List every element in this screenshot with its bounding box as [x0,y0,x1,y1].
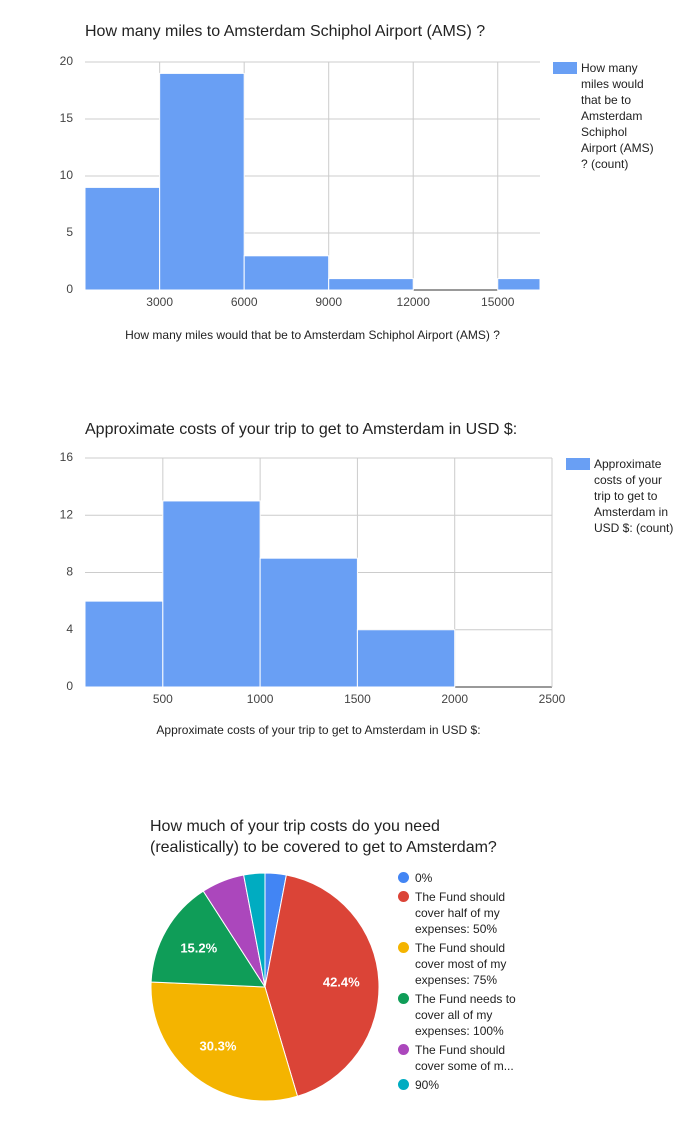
slice-label: 15.2% [180,940,217,955]
legend-item: The Fund should cover most of my expense… [398,940,523,988]
legend-item: How many miles would that be to Amsterda… [553,60,661,172]
legend: Approximate costs of your trip to get to… [566,456,676,539]
y-tick-label: 0 [66,282,73,296]
chart-title: How much of your trip costs do you need … [150,818,497,856]
y-tick-label: 0 [66,679,73,693]
legend-item: Approximate costs of your trip to get to… [566,456,676,536]
pie-slice [150,890,266,988]
legend-label: 0% [415,871,433,885]
legend-swatch [566,458,590,470]
y-tick-label: 20 [60,54,74,68]
legend-item: The Fund should cover half of my expense… [398,889,523,937]
x-tick-label: 1000 [247,692,274,706]
histogram-bar [162,500,261,688]
histogram-bar [159,72,245,291]
histogram-bar [84,186,161,291]
legend-swatch [398,1079,409,1090]
histogram-bar [497,278,541,291]
y-tick-label: 10 [60,168,74,182]
x-tick-label: 1500 [344,692,371,706]
y-tick-label: 16 [60,450,74,464]
y-tick-label: 4 [66,622,73,636]
x-tick-label: 2500 [539,692,566,706]
slice-label: 30.3% [200,1039,237,1054]
x-tick-label: 12000 [397,295,431,309]
legend-label: The Fund needs to cover all of my expens… [415,992,516,1038]
y-tick-label: 5 [66,225,73,239]
legend: How many miles would that be to Amsterda… [553,60,661,175]
legend: 0% The Fund should cover half of my expen… [398,870,523,1096]
legend-item: 0% [398,870,523,886]
histogram-bar [243,255,330,291]
y-tick-label: 12 [60,507,74,521]
y-tick-label: 15 [60,111,74,125]
legend-item: The Fund needs to cover all of my expens… [398,991,523,1039]
histogram-bar [84,600,164,688]
chart-title: How many miles to Amsterdam Schiphol Air… [85,23,486,40]
legend-label: How many miles would that be to Amsterda… [581,61,654,171]
legend-label: Approximate costs of your trip to get to… [594,457,674,535]
histogram-bar [356,629,456,688]
legend-item: 90% [398,1077,523,1093]
legend-swatch [398,993,409,1004]
x-tick-label: 2000 [441,692,468,706]
x-tick-label: 500 [153,692,173,706]
legend-label: 90% [415,1078,440,1092]
pie-slice [150,981,299,1102]
x-tick-label: 15000 [481,295,515,309]
x-tick-label: 6000 [231,295,258,309]
legend-label: The Fund should cover half of my expense… [415,890,506,936]
legend-swatch [398,942,409,953]
legend-swatch [553,62,577,74]
slice-label: 42.4% [323,975,360,990]
pie-slice [243,872,266,988]
legend-swatch [398,891,409,902]
y-tick-label: 8 [66,565,73,579]
x-axis-title: How many miles would that be to Amsterda… [125,328,500,342]
legend-swatch [398,872,409,883]
histogram-bar [259,557,358,688]
x-tick-label: 3000 [146,295,173,309]
legend-item: The Fund should cover some of m... [398,1042,523,1074]
legend-swatch [398,1044,409,1055]
legend-label: The Fund should cover some of m... [415,1043,514,1073]
legend-label: The Fund should cover most of my expense… [415,941,507,987]
x-tick-label: 9000 [315,295,342,309]
x-axis-title: Approximate costs of your trip to get to… [156,723,481,737]
pie-slice [264,874,380,1097]
chart-title: Approximate costs of your trip to get to… [85,421,518,438]
histogram-bar [328,278,414,291]
